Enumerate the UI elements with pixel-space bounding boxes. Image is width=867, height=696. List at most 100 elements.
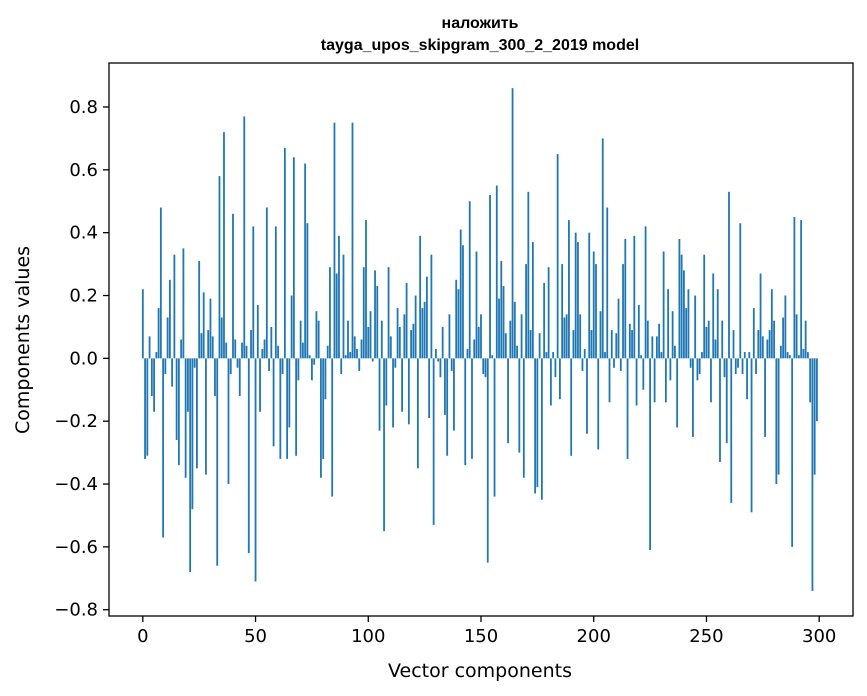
bar — [153, 358, 155, 412]
bar — [425, 276, 428, 359]
bar — [667, 289, 670, 359]
bar — [369, 311, 372, 359]
bar — [187, 358, 189, 412]
bar — [148, 336, 151, 359]
bar — [360, 339, 363, 359]
bar — [268, 358, 270, 371]
bar — [448, 314, 451, 359]
bar — [304, 163, 307, 359]
bar — [635, 358, 638, 406]
bar — [225, 342, 228, 359]
bar — [520, 314, 523, 359]
bar — [168, 279, 171, 359]
bar — [809, 358, 812, 403]
bar — [570, 358, 573, 456]
bar — [216, 358, 219, 566]
bar — [177, 358, 180, 466]
x-axis-label: Vector components — [388, 660, 572, 682]
bar — [171, 358, 174, 387]
bar — [475, 251, 478, 359]
bar — [565, 314, 568, 359]
bar — [380, 320, 383, 359]
bar — [538, 333, 541, 359]
bar — [416, 358, 419, 469]
bar — [376, 286, 379, 359]
bar — [791, 358, 794, 547]
bar — [518, 358, 521, 453]
bar — [568, 220, 570, 359]
bar — [493, 358, 496, 497]
bar — [561, 264, 564, 359]
bar — [333, 122, 336, 359]
bar — [338, 235, 340, 359]
bar — [243, 116, 246, 359]
bar — [283, 147, 286, 359]
bar — [301, 342, 304, 359]
bar — [405, 282, 408, 359]
bar — [743, 352, 746, 359]
bar — [209, 298, 212, 359]
y-tick-label: 0.8 — [69, 97, 98, 118]
bar — [721, 320, 724, 359]
bar — [182, 248, 185, 359]
bar — [507, 358, 509, 444]
bar — [802, 348, 805, 359]
bar — [374, 270, 376, 359]
bar — [344, 355, 347, 359]
bar — [236, 358, 239, 368]
bar — [739, 223, 742, 359]
bar — [229, 358, 232, 375]
bar — [626, 358, 629, 459]
bar — [468, 201, 471, 359]
bar — [651, 336, 654, 359]
bar — [471, 358, 473, 459]
bar — [540, 358, 543, 500]
bar — [574, 232, 577, 359]
bar — [297, 358, 300, 381]
bar — [631, 330, 633, 359]
bar — [211, 336, 214, 359]
bar — [347, 320, 349, 359]
bar — [444, 358, 446, 415]
bar — [200, 333, 203, 359]
bar — [432, 358, 435, 525]
bar — [394, 358, 397, 368]
bar — [816, 358, 818, 422]
bar — [604, 352, 606, 359]
bar — [795, 314, 798, 359]
bar — [637, 304, 640, 359]
bar — [464, 358, 467, 466]
bar — [495, 185, 498, 359]
bar — [270, 326, 273, 359]
bar — [683, 270, 685, 359]
bar — [755, 358, 757, 375]
bar — [592, 251, 595, 359]
bar — [712, 273, 715, 359]
bar — [777, 358, 780, 475]
bar — [770, 289, 773, 359]
bar — [306, 223, 309, 359]
bar — [504, 333, 507, 359]
bar — [252, 226, 255, 359]
bar — [692, 358, 694, 437]
bar — [146, 358, 149, 456]
bar — [610, 330, 613, 359]
bar — [673, 345, 676, 359]
bar — [227, 358, 230, 485]
bar — [166, 317, 169, 359]
bar — [689, 358, 692, 368]
bar — [617, 298, 620, 359]
bar — [549, 358, 552, 406]
bar — [669, 358, 672, 381]
bar — [705, 326, 708, 359]
bar — [710, 358, 712, 403]
bar — [559, 358, 561, 400]
bar — [649, 358, 651, 551]
bar — [579, 314, 582, 359]
bar — [450, 358, 453, 371]
bar — [595, 264, 597, 359]
bar — [473, 339, 476, 359]
bar — [793, 216, 796, 359]
bar — [477, 326, 480, 359]
